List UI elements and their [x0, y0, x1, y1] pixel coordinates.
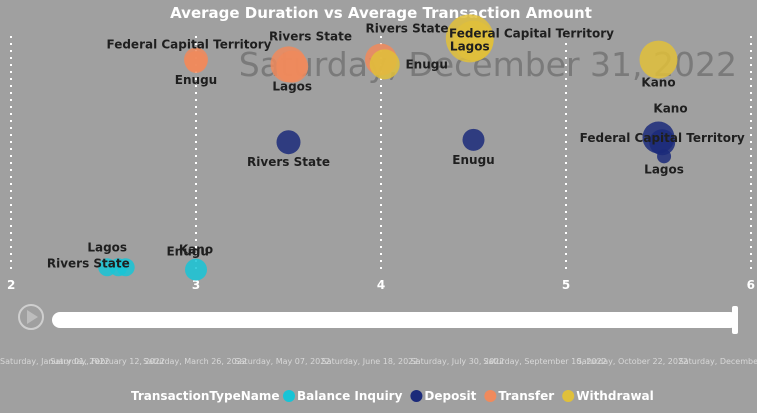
point-label: Rivers State [269, 29, 352, 43]
gridlines [10, 36, 752, 272]
play-axis-date: Saturday, December [679, 357, 757, 366]
point-label: Kano [641, 76, 675, 90]
legend-swatch [410, 390, 423, 402]
bubble-deposit[interactable] [462, 128, 485, 151]
point-label: Rivers State [47, 256, 130, 270]
legend-swatch [562, 390, 575, 402]
bubble-transfer[interactable] [185, 50, 207, 73]
play-axis-date: Saturday, March 26, 2022 [143, 357, 247, 366]
legend-entry[interactable]: Deposit [424, 389, 476, 403]
x-tick-label: 6 [747, 278, 755, 292]
point-label: Lagos [644, 162, 684, 176]
play-axis-date: Saturday, July 30, 2022 [411, 357, 505, 366]
point-label: Lagos [87, 240, 127, 254]
bubbles [98, 14, 678, 281]
bubble-withdrawal[interactable] [639, 40, 678, 79]
point-label: Federal Capital Territory [449, 27, 614, 41]
bubble-withdrawal[interactable] [453, 20, 494, 61]
point-label: Enugu [405, 57, 447, 71]
point-label: Lagos [272, 80, 312, 94]
point-label: Enugu [166, 244, 208, 258]
play-icon[interactable] [27, 310, 38, 324]
play-button[interactable] [18, 304, 44, 330]
point-label: Federal Capital Territory [580, 131, 745, 145]
bubble-deposit[interactable] [657, 149, 672, 164]
point-label: Lagos [450, 39, 490, 53]
legend: Balance Inquiry Deposit Transfer Withdrawal [283, 389, 654, 403]
point-label: Enugu [452, 153, 494, 167]
bubble-deposit[interactable] [649, 129, 676, 156]
x-tick-label: 4 [377, 278, 385, 292]
play-axis-date: Saturday, February 12, 2022 [50, 357, 165, 366]
play-button-ring[interactable] [18, 304, 44, 330]
play-axis-date: Saturday, May 07, 2022 [235, 357, 331, 366]
x-tick-label: 5 [562, 278, 570, 292]
legend-title: TransactionTypeName [131, 389, 280, 403]
point-label: Enugu [175, 73, 217, 87]
legend-entry[interactable]: Transfer [498, 389, 554, 403]
bubble-deposit[interactable] [276, 130, 301, 155]
chart-title: Average Duration vs Average Transaction … [170, 4, 592, 22]
bubble-balance-inquiry[interactable] [116, 258, 135, 277]
x-tick-label: 3 [192, 278, 200, 292]
x-tick-label: 2 [7, 278, 15, 292]
bubble-transfer[interactable] [276, 50, 309, 83]
bubble-withdrawal[interactable] [369, 49, 400, 80]
legend-swatch [484, 390, 497, 402]
point-label: Federal Capital Territory [106, 38, 271, 52]
x-axis-ticks: 2 3 4 5 6 [7, 278, 755, 292]
legend-swatch [283, 390, 295, 402]
play-axis-date: Saturday, September 10, 2022 [483, 357, 607, 366]
legend-entry[interactable]: Balance Inquiry [297, 389, 403, 403]
point-label: Rivers State [366, 22, 449, 36]
point-label: Kano [653, 101, 687, 115]
play-axis-track[interactable] [52, 312, 738, 328]
play-axis-date: Saturday, June 18, 2022 [322, 357, 419, 366]
legend-entry[interactable]: Withdrawal [576, 389, 654, 403]
bubble-balance-inquiry[interactable] [185, 258, 207, 281]
play-axis-thumb[interactable] [732, 306, 738, 334]
play-axis-date: Saturday, October 22, 2022 [577, 357, 688, 366]
point-label: Rivers State [247, 155, 330, 169]
play-axis-date: Saturday, January 01, 2022 [0, 357, 110, 366]
point-label: Kano [179, 243, 213, 257]
